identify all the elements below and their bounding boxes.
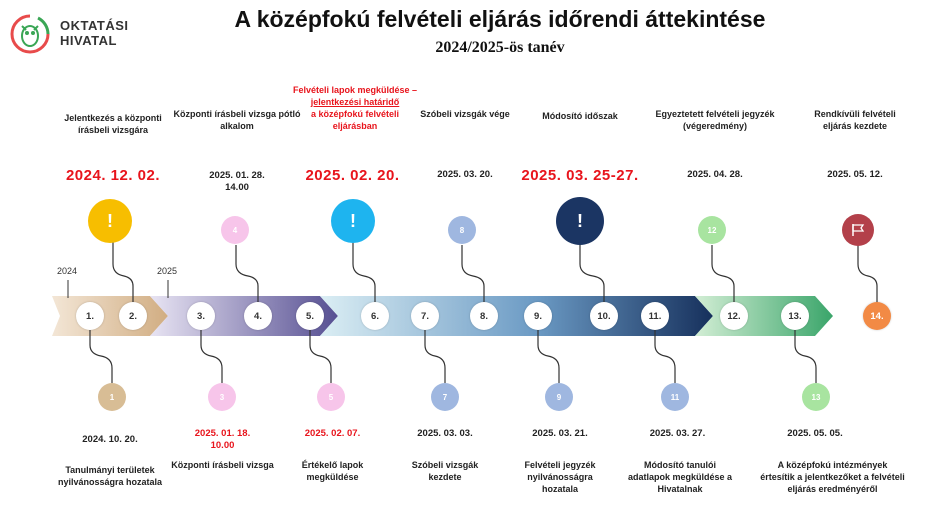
bottom-event-1-date: 2024. 10. 20. <box>82 434 138 445</box>
bottom-event-7-marker: 13 <box>802 383 830 411</box>
step-4: 4. <box>244 302 272 330</box>
top-event-4-label: Szóbeli vizsgák vége <box>420 109 510 119</box>
bottom-event-2-date: 2025. 01. 18. 10.00 <box>165 428 280 452</box>
bottom-event-5-date: 2025. 03. 21. <box>532 428 588 439</box>
timeline-segment-1 <box>52 296 168 336</box>
step-6: 6. <box>361 302 389 330</box>
top-event-3-label-line1: Felvételi lapok megküldése – <box>292 85 418 95</box>
top-event-3-alert-icon: ! <box>331 199 375 243</box>
bottom-event-1-label: Tanulmányi területek nyilvánosságra hoza… <box>57 465 163 487</box>
bottom-event-2-marker: 3 <box>208 383 236 411</box>
logo-line2: HIVATAL <box>60 33 117 48</box>
top-event-2-date-line2: 14.00 <box>225 182 249 193</box>
page-subtitle: 2024/2025-ös tanév <box>435 39 565 56</box>
step-12: 12. <box>720 302 748 330</box>
top-event-6-label: Egyeztetett felvételi jegyzék (végeredmé… <box>655 109 775 131</box>
owl-logo-icon <box>10 14 50 54</box>
step-5: 5. <box>296 302 324 330</box>
year-2025-label: 2025 <box>157 266 178 276</box>
top-event-7-label: Rendkívüli felvételi eljárás kezdete <box>814 109 896 131</box>
step-13: 13. <box>781 302 809 330</box>
logo: OKTATÁSI HIVATAL <box>8 8 148 58</box>
top-event-5-alert-icon: ! <box>556 197 604 245</box>
top-event-3-label: Felvételi lapok megküldése – jelentkezés… <box>290 84 420 132</box>
step-1: 1. <box>76 302 104 330</box>
bottom-event-5-marker: 9 <box>545 383 573 411</box>
logo-text: OKTATÁSI HIVATAL <box>60 18 129 48</box>
year-2024-label: 2024 <box>57 266 78 276</box>
top-event-3-date: 2025. 02. 20. <box>305 167 400 184</box>
top-event-6-date: 2025. 04. 28. <box>687 169 743 180</box>
top-event-5-label: Módosító időszak <box>542 111 618 121</box>
timeline-segment-4 <box>695 296 833 336</box>
top-event-1-date: 2024. 12. 02. <box>65 167 161 184</box>
bottom-event-2-date-line2: 10.00 <box>210 440 235 451</box>
step-11: 11. <box>641 302 669 330</box>
step-8: 8. <box>470 302 498 330</box>
bottom-event-4-marker: 7 <box>431 383 459 411</box>
bottom-event-5-label: Felvételi jegyzék nyilvánosságra hozatal… <box>524 460 596 494</box>
step-10: 10. <box>590 302 618 330</box>
bottom-event-3-date: 2025. 02. 07. <box>304 428 361 439</box>
top-event-4-marker: 8 <box>448 216 476 244</box>
top-event-4-date: 2025. 03. 20. <box>437 169 493 180</box>
bottom-event-6-date: 2025. 03. 27. <box>649 428 706 439</box>
step-7: 7. <box>411 302 439 330</box>
top-event-2-label: Központi írásbeli vizsga pótló alkalom <box>173 109 301 131</box>
step-14: 14. <box>863 302 891 330</box>
top-event-6-marker: 12 <box>698 216 726 244</box>
top-event-7-marker <box>842 214 874 246</box>
top-event-5-date: 2025. 03. 25-27. <box>521 167 639 184</box>
top-event-3-label-line2: jelentkezési határidő <box>310 97 400 107</box>
top-event-1-label: Jelentkezés a központi írásbeli vizsgára <box>64 113 162 135</box>
flag-icon <box>852 224 865 236</box>
bottom-event-6-marker: 11 <box>661 383 689 411</box>
step-9: 9. <box>524 302 552 330</box>
bottom-event-2-date-line1: 2025. 01. 18. <box>194 428 251 439</box>
top-event-2-date-line1: 2025. 01. 28. <box>209 170 265 181</box>
bottom-event-7-date: 2025. 05. 05. <box>787 428 843 439</box>
bottom-event-4-label: Szóbeli vizsgák kezdete <box>411 460 479 482</box>
page-title: A középfokú felvételi eljárás időrendi á… <box>234 6 766 32</box>
bottom-event-7-label: A középfokú intézmények értesítik a jele… <box>760 460 905 494</box>
step-2: 2. <box>119 302 147 330</box>
top-event-7-date: 2025. 05. 12. <box>827 169 883 180</box>
logo-line1: OKTATÁSI <box>60 18 129 33</box>
bottom-event-6-label: Módosító tanulói adatlapok megküldése a … <box>627 460 733 494</box>
bottom-event-3-label: Értékelő lapok megküldése <box>301 460 364 482</box>
bottom-event-4-date: 2025. 03. 03. <box>417 428 473 439</box>
top-event-1-alert-icon: ! <box>88 199 132 243</box>
top-event-3-label-line3: a középfokú felvételi eljárásban <box>310 109 400 131</box>
top-event-2-date: 2025. 01. 28. 14.00 <box>172 170 302 194</box>
bottom-event-3-marker: 5 <box>317 383 345 411</box>
top-event-2-marker: 4 <box>221 216 249 244</box>
step-3: 3. <box>187 302 215 330</box>
bottom-event-1-marker: 1 <box>98 383 126 411</box>
bottom-event-2-label: Központi írásbeli vizsga <box>171 460 274 470</box>
